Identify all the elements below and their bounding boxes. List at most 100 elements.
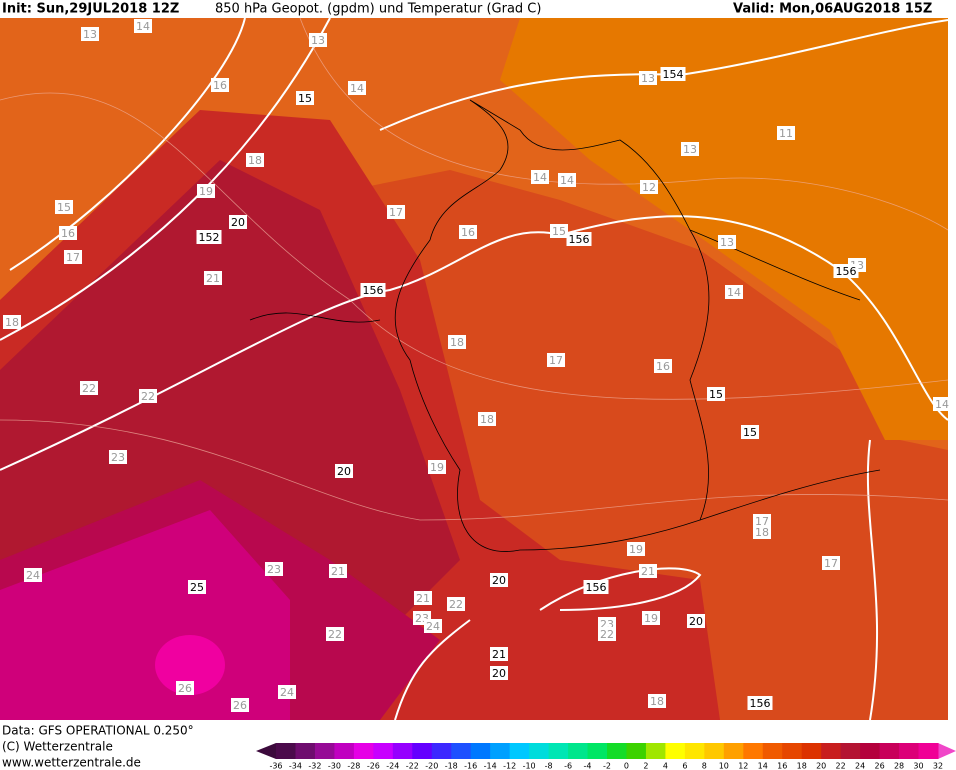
map-labels: 13 14 13 16 14 13 11 13 18 19 14 14 12 17 15 16 16 15 17 13… [3, 19, 951, 712]
geopotential-label: 15 [743, 426, 757, 439]
init-time: Init: Sun,29JUL2018 12Z [2, 2, 179, 17]
temperature-label: 14 [935, 398, 949, 411]
legend-swatch [548, 743, 569, 759]
temperature-label-box [654, 359, 672, 373]
geopotential-label: 20 [689, 615, 703, 628]
temperature-label: 24 [426, 620, 440, 633]
temperature-label-box [648, 694, 666, 708]
geopotential-label-box [566, 232, 592, 246]
legend-tick-label: 2 [643, 762, 648, 770]
temperature-label-box [598, 627, 616, 641]
legend-swatch [470, 743, 491, 759]
legend-swatch [314, 743, 335, 759]
data-source: Data: GFS OPERATIONAL 0.250° [2, 724, 194, 738]
temperature-label-box [459, 225, 477, 239]
geopotential-label: 15 [709, 388, 723, 401]
temperature-label-box [725, 285, 743, 299]
temperature-label-box [64, 250, 82, 264]
temperature-label: 17 [755, 515, 769, 528]
temperature-label-box [753, 525, 771, 539]
temperature-label-box [447, 597, 465, 611]
legend-tick-label: 12 [738, 762, 748, 770]
temperature-label: 15 [552, 225, 566, 238]
legend-swatch [392, 743, 413, 759]
temperature-label: 14 [533, 171, 547, 184]
legend-tick-label: 6 [682, 762, 687, 770]
temperature-label: 13 [641, 72, 655, 85]
temperature-label-box [627, 542, 645, 556]
legend-swatch [782, 743, 803, 759]
temperature-label-box [348, 81, 366, 95]
temperature-label: 11 [779, 127, 793, 140]
temperature-label-box [197, 184, 215, 198]
geopotential-label-box [196, 230, 222, 244]
temperature-label: 16 [61, 227, 75, 240]
geopotential-label-box [741, 425, 759, 439]
legend-tick-label: -28 [347, 762, 360, 770]
temperature-label: 22 [82, 382, 96, 395]
legend-tick-label: 18 [797, 762, 807, 770]
legend-tick-label: -36 [269, 762, 282, 770]
temperature-label: 14 [136, 20, 150, 33]
color-legend: -36 -34 -32 -30 -28 -26 -24 -22 -20 -18 -16 -14 -12-… [269, 743, 943, 770]
geopotential-label-box [747, 696, 773, 710]
temperature-label: 19 [644, 612, 658, 625]
legend-swatch [723, 743, 744, 759]
temperature-label: 22 [328, 628, 342, 641]
legend-swatch [684, 743, 705, 759]
legend-arrow-low [256, 743, 276, 759]
legend-tick-label: -14 [484, 762, 497, 770]
geopotential-label-box [490, 647, 508, 661]
legend-tick-label: 32 [933, 762, 943, 770]
temperature-label-box [933, 397, 951, 411]
geopotential-label: 156 [363, 284, 384, 297]
legend-tick-label: 22 [836, 762, 846, 770]
temperature-label: 21 [206, 272, 220, 285]
temperature-label: 16 [213, 79, 227, 92]
legend-swatch [899, 743, 920, 759]
temperature-label: 18 [450, 336, 464, 349]
temperature-label: 17 [549, 354, 563, 367]
geopotential-label: 20 [337, 465, 351, 478]
temperature-label: 13 [720, 236, 734, 249]
legend-tick-label: 16 [777, 762, 787, 770]
geopotential-label-box [660, 67, 686, 81]
geopotential-label-box [490, 573, 508, 587]
legend-swatch [353, 743, 374, 759]
map [0, 17, 949, 721]
temperature-label-box [681, 142, 699, 156]
temperature-label-box [204, 271, 222, 285]
temperature-label: 13 [311, 34, 325, 47]
geopotential-label-box [583, 580, 609, 594]
legend-swatch [431, 743, 452, 759]
legend-tick-label: -20 [425, 762, 438, 770]
temperature-label-box [329, 564, 347, 578]
legend-swatch [879, 743, 900, 759]
temperature-label-box [231, 698, 249, 712]
temperature-label-box [558, 173, 576, 187]
temperature-label-box [55, 200, 73, 214]
legend-arrow-high [938, 743, 956, 759]
legend-tick-label: 24 [855, 762, 865, 770]
geopotential-label: 152 [199, 231, 220, 244]
geopotential-label: 15 [298, 92, 312, 105]
temperature-label: 21 [416, 592, 430, 605]
legend-swatch [295, 743, 316, 759]
geopotential-label-box [360, 283, 386, 297]
legend-tick-label: 20 [816, 762, 826, 770]
legend-tick-label: 30 [913, 762, 923, 770]
temperature-label: 14 [560, 174, 574, 187]
temperature-label: 26 [178, 682, 192, 695]
legend-tick-label: -26 [367, 762, 380, 770]
temperature-label: 24 [280, 686, 294, 699]
temperature-label-box [414, 591, 432, 605]
temperature-label-box [211, 78, 229, 92]
legend-swatch [451, 743, 472, 759]
legend-swatch [665, 743, 686, 759]
temperature-label: 18 [755, 526, 769, 539]
legend-swatch [490, 743, 511, 759]
legend-swatch [645, 743, 666, 759]
legend-swatch [412, 743, 433, 759]
temperature-label: 14 [727, 286, 741, 299]
temperature-label: 18 [480, 413, 494, 426]
